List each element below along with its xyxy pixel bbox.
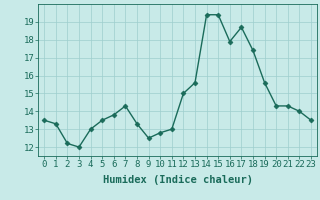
X-axis label: Humidex (Indice chaleur): Humidex (Indice chaleur) bbox=[103, 175, 252, 185]
